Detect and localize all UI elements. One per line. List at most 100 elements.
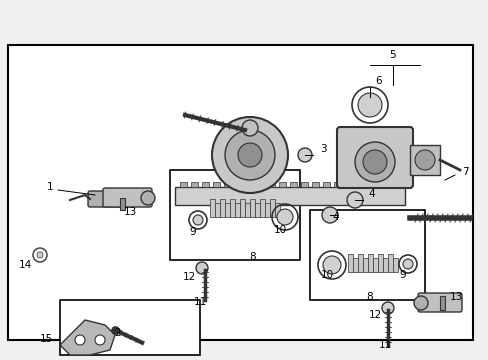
- Circle shape: [381, 302, 393, 314]
- Bar: [289, 182, 296, 187]
- Bar: [372, 258, 377, 272]
- Bar: [377, 254, 382, 272]
- Bar: [8, 45, 472, 340]
- Bar: [240, 199, 244, 217]
- Bar: [213, 182, 220, 187]
- Bar: [224, 203, 229, 217]
- FancyBboxPatch shape: [103, 188, 152, 207]
- Circle shape: [212, 117, 287, 193]
- Bar: [309, 210, 424, 300]
- Bar: [267, 182, 274, 187]
- Bar: [220, 199, 224, 217]
- Text: 10: 10: [273, 225, 286, 235]
- Text: 15: 15: [40, 334, 53, 344]
- Bar: [229, 199, 235, 217]
- Circle shape: [346, 192, 362, 208]
- Bar: [382, 258, 387, 272]
- Circle shape: [413, 296, 427, 310]
- Circle shape: [357, 93, 381, 117]
- Bar: [224, 182, 230, 187]
- Text: 13: 13: [123, 207, 136, 217]
- Bar: [366, 182, 373, 187]
- Text: 8: 8: [249, 252, 256, 262]
- Circle shape: [75, 335, 85, 345]
- Text: 9: 9: [399, 270, 406, 280]
- Text: 13: 13: [449, 292, 462, 302]
- Bar: [60, 300, 200, 355]
- Circle shape: [414, 150, 434, 170]
- Text: 1: 1: [46, 182, 53, 192]
- Text: 12: 12: [368, 310, 381, 320]
- Text: 8: 8: [366, 292, 372, 302]
- Circle shape: [196, 262, 207, 274]
- Bar: [120, 198, 125, 210]
- FancyBboxPatch shape: [417, 293, 461, 312]
- Bar: [323, 182, 329, 187]
- Circle shape: [37, 252, 43, 258]
- Bar: [333, 182, 340, 187]
- Text: 9: 9: [189, 227, 196, 237]
- Text: 7: 7: [461, 167, 468, 177]
- Text: 11: 11: [378, 340, 391, 350]
- Text: 3: 3: [319, 144, 326, 154]
- Bar: [235, 182, 242, 187]
- Bar: [180, 182, 186, 187]
- Circle shape: [141, 191, 155, 205]
- Circle shape: [95, 335, 105, 345]
- Bar: [301, 182, 307, 187]
- Bar: [264, 203, 269, 217]
- Bar: [352, 258, 357, 272]
- Bar: [244, 203, 249, 217]
- Bar: [388, 182, 395, 187]
- Bar: [209, 199, 215, 217]
- Circle shape: [276, 209, 292, 225]
- FancyBboxPatch shape: [336, 127, 412, 188]
- Bar: [355, 182, 362, 187]
- Circle shape: [402, 259, 412, 269]
- Bar: [269, 199, 274, 217]
- Bar: [311, 182, 318, 187]
- Bar: [362, 258, 367, 272]
- Text: 5: 5: [389, 50, 395, 60]
- Circle shape: [238, 143, 262, 167]
- Bar: [377, 182, 384, 187]
- Bar: [345, 182, 351, 187]
- Bar: [175, 187, 404, 205]
- Bar: [254, 203, 260, 217]
- Polygon shape: [60, 320, 115, 355]
- Circle shape: [297, 148, 311, 162]
- Circle shape: [224, 130, 274, 180]
- Text: 14: 14: [19, 260, 32, 270]
- Circle shape: [323, 256, 340, 274]
- Circle shape: [193, 215, 203, 225]
- Bar: [215, 203, 220, 217]
- Circle shape: [362, 150, 386, 174]
- Text: 2: 2: [115, 328, 121, 338]
- Bar: [279, 182, 285, 187]
- FancyBboxPatch shape: [88, 191, 132, 207]
- Bar: [170, 170, 299, 260]
- Bar: [245, 182, 252, 187]
- Bar: [274, 203, 280, 217]
- Circle shape: [354, 142, 394, 182]
- Bar: [409, 145, 439, 175]
- Bar: [235, 203, 240, 217]
- Text: 4: 4: [367, 189, 374, 199]
- Bar: [392, 258, 397, 272]
- Text: 10: 10: [320, 270, 333, 280]
- Bar: [257, 182, 264, 187]
- Bar: [202, 182, 208, 187]
- Bar: [367, 254, 372, 272]
- Bar: [387, 254, 392, 272]
- Bar: [439, 296, 444, 310]
- Bar: [347, 254, 352, 272]
- Text: 6: 6: [374, 76, 381, 86]
- Circle shape: [321, 207, 337, 223]
- Text: 12: 12: [183, 272, 196, 282]
- Bar: [357, 254, 362, 272]
- Circle shape: [242, 120, 258, 136]
- Text: 4: 4: [331, 212, 338, 222]
- Bar: [260, 199, 264, 217]
- Bar: [249, 199, 254, 217]
- Bar: [191, 182, 198, 187]
